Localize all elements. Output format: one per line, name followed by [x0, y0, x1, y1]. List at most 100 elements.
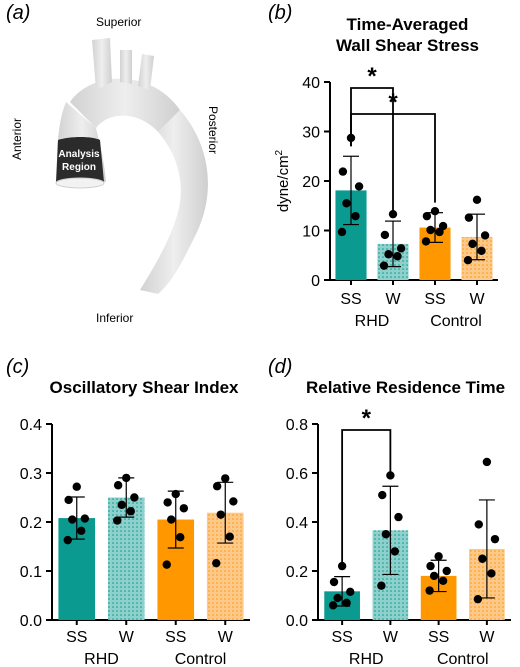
chart-b-title-line1: Time-Averaged	[346, 15, 469, 34]
category-label: W	[469, 291, 485, 308]
data-point	[167, 515, 176, 524]
data-point	[384, 250, 393, 259]
data-point	[176, 532, 185, 542]
data-point	[171, 489, 180, 499]
data-point	[478, 554, 487, 563]
data-point	[378, 490, 387, 500]
data-point	[477, 246, 486, 255]
data-point	[346, 587, 355, 597]
group-label: Control	[430, 313, 482, 330]
data-point	[426, 225, 435, 235]
data-point	[381, 530, 391, 539]
data-point	[212, 482, 222, 491]
data-point	[388, 209, 398, 219]
significance-star: *	[362, 405, 372, 432]
y-axis-label: dyne/cm2	[274, 149, 292, 212]
data-point	[113, 481, 123, 490]
data-point	[130, 493, 139, 502]
category-label: W	[385, 291, 401, 308]
data-point	[72, 482, 81, 491]
aorta-model: Analysis Region	[55, 38, 208, 294]
category-label: SS	[424, 291, 445, 308]
data-point	[162, 560, 171, 569]
data-point	[474, 520, 483, 529]
data-point	[333, 593, 342, 603]
group-label: RHD	[349, 651, 384, 667]
data-point	[490, 534, 500, 544]
analysis-region	[56, 137, 104, 186]
data-point	[438, 576, 448, 585]
data-point	[338, 167, 348, 176]
chart-rrt: 0.0 0.2 0.4 0.6 0.8 SS W SS W RHD Control *	[286, 405, 511, 667]
data-point	[342, 598, 351, 608]
data-point	[396, 244, 406, 253]
data-point	[463, 256, 473, 265]
data-point	[430, 206, 440, 216]
data-point	[482, 457, 492, 467]
data-point	[472, 195, 482, 205]
y-tick-label: 20	[302, 174, 320, 191]
chart-wss: 0 10 20 30 40 dyne/cm2 SS W SS W RHD Control * *	[274, 63, 498, 330]
anterior-label: Anterior	[10, 117, 24, 160]
data-point	[68, 515, 77, 524]
category-label: SS	[165, 629, 186, 646]
data-point	[434, 552, 443, 561]
category-label: W	[383, 629, 399, 646]
data-point	[468, 239, 477, 249]
chart-b-title-line2: Wall Shear Stress	[336, 36, 479, 55]
data-point	[429, 571, 439, 581]
y-tick-label: 30	[302, 125, 320, 142]
significance-bracket	[341, 429, 392, 567]
posterior-label: Posterior	[206, 106, 220, 155]
data-point	[464, 213, 474, 222]
data-point	[229, 497, 238, 506]
y-tick-label: 0.6	[286, 466, 308, 483]
panel-a-label: (a)	[6, 2, 31, 24]
data-point	[212, 558, 221, 568]
y-tick-label: 0.4	[286, 515, 308, 532]
y-tick-label: 0.0	[20, 613, 42, 630]
panel-d-label: (d)	[268, 356, 293, 378]
data-point	[179, 504, 189, 513]
data-point	[342, 199, 351, 208]
data-point	[113, 516, 122, 525]
data-point	[390, 547, 400, 556]
subclavian-branch	[138, 54, 154, 90]
significance-bracket	[350, 113, 436, 203]
data-point	[473, 594, 483, 604]
y-tick-label: 0.8	[286, 417, 308, 434]
group-label: Control	[437, 651, 489, 667]
group-label: Control	[175, 651, 227, 667]
group-label: RHD	[84, 651, 119, 667]
category-label: W	[119, 629, 135, 646]
y-tick-label: 0.3	[20, 466, 42, 483]
category-label: W	[479, 629, 495, 646]
data-point	[126, 507, 135, 516]
data-point	[337, 227, 347, 237]
data-point	[422, 211, 432, 221]
data-point	[221, 474, 230, 483]
category-label: W	[218, 629, 234, 646]
significance-star: *	[388, 89, 398, 116]
brachiocephalic-branch	[92, 38, 112, 90]
category-label: SS	[340, 291, 361, 308]
panel-c-label: (c)	[6, 356, 30, 378]
superior-label: Superior	[96, 15, 142, 29]
chart-b-title: Time-Averaged Wall Shear Stress	[300, 14, 515, 56]
chart-c-title: Oscillatory Shear Index	[28, 377, 260, 398]
analysis-region-line2: Region	[62, 162, 96, 173]
y-tick-label: 10	[302, 224, 320, 241]
data-point	[117, 500, 126, 510]
data-point	[64, 495, 73, 505]
vessel-opening	[55, 177, 105, 189]
data-point	[354, 182, 364, 191]
data-point	[122, 473, 131, 483]
significance-star: *	[367, 63, 377, 90]
y-tick-label: 0.1	[20, 564, 42, 581]
descending-aorta	[140, 110, 208, 294]
data-point	[329, 577, 339, 587]
inferior-label: Inferior	[96, 311, 134, 325]
data-point	[379, 261, 389, 270]
data-point	[80, 514, 90, 523]
